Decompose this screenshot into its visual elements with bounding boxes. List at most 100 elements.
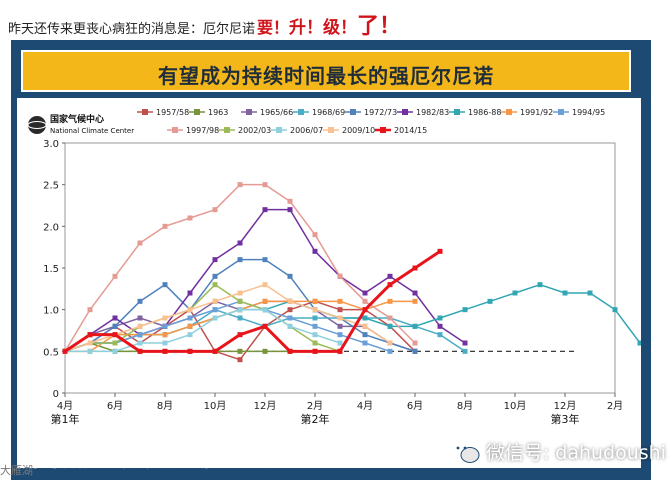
- data-point: [337, 315, 343, 321]
- data-point: [187, 215, 193, 221]
- data-point: [262, 298, 268, 304]
- data-point: [187, 290, 193, 296]
- legend-item: 1994/95: [553, 108, 605, 117]
- data-point: [137, 332, 143, 338]
- year-label: 第2年: [301, 412, 330, 426]
- legend-marker: [224, 127, 230, 133]
- data-point: [312, 307, 318, 313]
- series-2009-10: [62, 282, 393, 354]
- y-tick-label: 1.5: [43, 264, 59, 275]
- legend-item: 2009/10: [323, 126, 375, 135]
- data-point: [312, 340, 318, 346]
- data-point: [637, 340, 643, 346]
- data-point: [112, 323, 118, 329]
- data-point: [312, 348, 318, 354]
- series-2014-15: [62, 248, 443, 354]
- legend-label: 1986-88: [468, 108, 501, 117]
- data-point: [312, 323, 318, 329]
- globe-icon: [28, 116, 46, 134]
- data-point: [437, 323, 443, 329]
- data-point: [137, 323, 143, 329]
- data-point: [162, 332, 168, 338]
- data-point: [137, 298, 143, 304]
- data-point: [287, 198, 293, 204]
- x-tick-label: 12月: [554, 400, 577, 412]
- data-point: [212, 298, 218, 304]
- data-point: [387, 340, 393, 346]
- series-1968-69: [62, 307, 468, 354]
- legend-marker: [350, 109, 356, 115]
- legend-label: 1991/92: [520, 108, 553, 117]
- data-point: [312, 298, 318, 304]
- legend-item: 1986-88: [449, 108, 501, 117]
- data-point: [162, 348, 168, 354]
- data-point: [412, 298, 418, 304]
- data-point: [487, 298, 493, 304]
- data-point: [337, 323, 343, 329]
- data-point: [237, 357, 243, 363]
- data-point: [312, 332, 318, 338]
- data-point: [337, 340, 343, 346]
- data-point: [212, 257, 218, 263]
- data-point: [412, 323, 418, 329]
- data-point: [362, 332, 368, 338]
- footnote-line-2: 有可能突破1951年以来的历史记录——16个月。: [27, 456, 289, 470]
- x-tick-label: 10月: [504, 400, 527, 412]
- data-point: [312, 248, 318, 254]
- series-2006-07: [62, 307, 343, 354]
- data-point: [437, 332, 443, 338]
- data-point: [412, 265, 418, 271]
- legend-marker: [142, 109, 148, 115]
- data-point: [237, 348, 243, 354]
- data-point: [137, 340, 143, 346]
- data-point: [87, 340, 93, 346]
- data-point: [262, 348, 268, 354]
- legend-label: 1963: [208, 108, 228, 117]
- data-point: [262, 257, 268, 263]
- data-point: [362, 298, 368, 304]
- headline-emphasis-2: 升！级！: [289, 18, 358, 38]
- legend: 1957/58 1963 1965/66 1968/69 1972/73 1982/83 1…: [137, 108, 605, 135]
- wechat-icon: [450, 440, 480, 463]
- data-point: [262, 207, 268, 213]
- data-point: [212, 307, 218, 313]
- data-point: [162, 315, 168, 321]
- legend-item: 2006/07: [271, 126, 323, 135]
- headline-emphasis-3: 了！: [357, 14, 402, 39]
- data-point: [112, 340, 118, 346]
- data-point: [337, 298, 343, 304]
- logo-cn: 国家气候中心: [50, 113, 104, 125]
- globe-ring: [27, 121, 47, 129]
- data-point: [87, 348, 93, 354]
- plot-frame: [64, 142, 616, 394]
- data-point: [187, 323, 193, 329]
- wechat-watermark: 微信号: dahudoushi: [450, 438, 666, 465]
- data-point: [587, 290, 593, 296]
- data-point: [187, 307, 193, 313]
- series-line: [64, 250, 441, 353]
- data-point: [187, 315, 193, 321]
- data-point: [362, 340, 368, 346]
- data-point: [212, 348, 218, 354]
- data-point: [387, 298, 393, 304]
- legend-item: 2014/15: [375, 126, 427, 135]
- data-point: [437, 248, 443, 254]
- legend-label: 1968/69: [312, 108, 345, 117]
- data-point: [212, 207, 218, 213]
- legend-marker: [506, 109, 512, 115]
- legend-label: 1997/98: [186, 126, 219, 135]
- y-tick-label: 2.5: [43, 181, 59, 192]
- series-line: [64, 208, 466, 352]
- data-point: [87, 307, 93, 313]
- series-line: [64, 300, 391, 353]
- legend-marker: [380, 127, 386, 133]
- data-point: [162, 282, 168, 288]
- legend-item: 1972/73: [345, 108, 397, 117]
- series-line: [64, 283, 391, 353]
- legend-label: 2014/15: [394, 126, 427, 135]
- x-tick-label: 8月: [157, 400, 173, 412]
- data-point: [87, 332, 93, 338]
- data-point: [287, 298, 293, 304]
- data-point: [312, 232, 318, 238]
- chart-area: 国家气候中心 National Climate Center 1957/58 19…: [17, 98, 643, 468]
